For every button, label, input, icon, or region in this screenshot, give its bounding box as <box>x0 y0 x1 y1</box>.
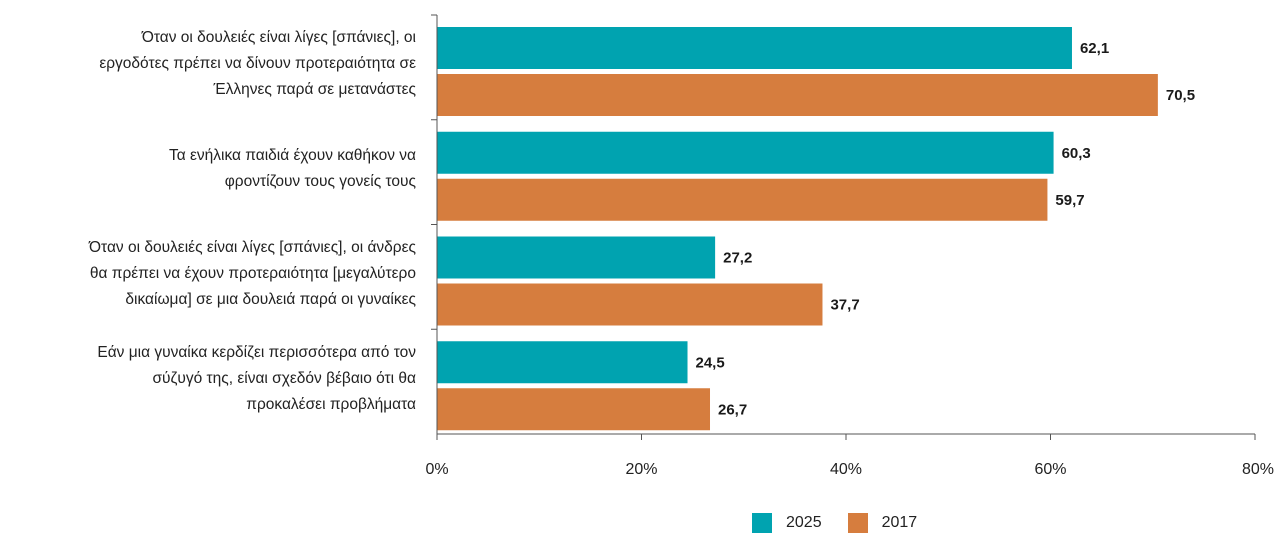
bar-2025-0 <box>437 27 1072 69</box>
bar-2017-1 <box>437 178 1048 221</box>
data-label-2017-2: 37,7 <box>830 297 859 314</box>
category-label-line: Τα ενήλικα παιδιά έχουν καθήκον να <box>168 147 416 165</box>
bar-2017-2 <box>437 283 823 326</box>
category-label-line: εργοδότες πρέπει να δίνουν προτεραιότητα… <box>99 55 416 73</box>
category-label-2: Όταν οι δουλειές είναι λίγες [σπάνιες], … <box>6 235 416 313</box>
data-label-2025-1: 60,3 <box>1062 145 1091 162</box>
category-label-line: σύζυγό της, είναι σχεδόν βέβαιο ότι θα <box>152 369 416 387</box>
legend-swatch-2025 <box>752 513 772 533</box>
category-label-1: Τα ενήλικα παιδιά έχουν καθήκον να φροντί… <box>6 143 416 195</box>
category-label-line: φροντίζουν τους γονείς τους <box>224 173 416 191</box>
data-label-2025-2: 27,2 <box>723 250 752 267</box>
bar-2025-2 <box>437 236 716 279</box>
legend-item-2025: 2025 <box>752 513 822 533</box>
bar-2017-3 <box>437 388 711 431</box>
data-label-2017-3: 26,7 <box>718 401 747 418</box>
legend: 2025 2017 <box>752 511 943 535</box>
category-label-line: Έλληνες παρά σε μετανάστες <box>213 81 417 99</box>
category-label-line: Όταν οι δουλειές είναι λίγες [σπάνιες], … <box>89 238 416 256</box>
category-label-line: δικαίωμα] σε μια δουλειά παρά οι γυναίκε… <box>125 290 416 308</box>
category-label-line: Όταν οι δουλειές είναι λίγες [σπάνιες], … <box>141 29 416 47</box>
x-tick-label: 0% <box>425 461 448 478</box>
x-tick-label: 60% <box>1034 461 1066 478</box>
legend-label-2017: 2017 <box>881 514 918 531</box>
data-label-2025-3: 24,5 <box>696 354 725 371</box>
bar-2017-0 <box>437 74 1158 116</box>
category-label-line: προκαλέσει προβλήματα <box>246 395 416 413</box>
legend-item-2017: 2017 <box>847 513 918 533</box>
data-label-2025-0: 62,1 <box>1080 40 1109 57</box>
x-tick-label: 40% <box>830 461 862 478</box>
category-label-line: Εάν μια γυναίκα κερδίζει περισσότερα από… <box>97 343 416 361</box>
bars-layer: 62,1 70,5 60,3 59,7 27,2 37,7 24,5 26,7 <box>437 27 1195 431</box>
x-axis: 0% 20% 40% 60% 80% <box>425 14 1274 478</box>
category-label-3: Εάν μια γυναίκα κερδίζει περισσότερα από… <box>6 340 416 418</box>
category-label-line: θα πρέπει να έχουν προτεραιότητα [μεγαλύ… <box>89 264 416 282</box>
x-tick-label: 20% <box>625 461 657 478</box>
category-label-0: Όταν οι δουλειές είναι λίγες [σπάνιες], … <box>6 25 416 103</box>
x-tick-label: 80% <box>1242 461 1274 478</box>
bar-2025-3 <box>437 341 688 384</box>
legend-swatch-2017 <box>847 513 868 533</box>
data-label-2017-1: 59,7 <box>1055 192 1084 209</box>
legend-label-2025: 2025 <box>786 514 822 531</box>
bar-2025-1 <box>437 131 1054 174</box>
data-label-2017-0: 70,5 <box>1166 87 1195 104</box>
